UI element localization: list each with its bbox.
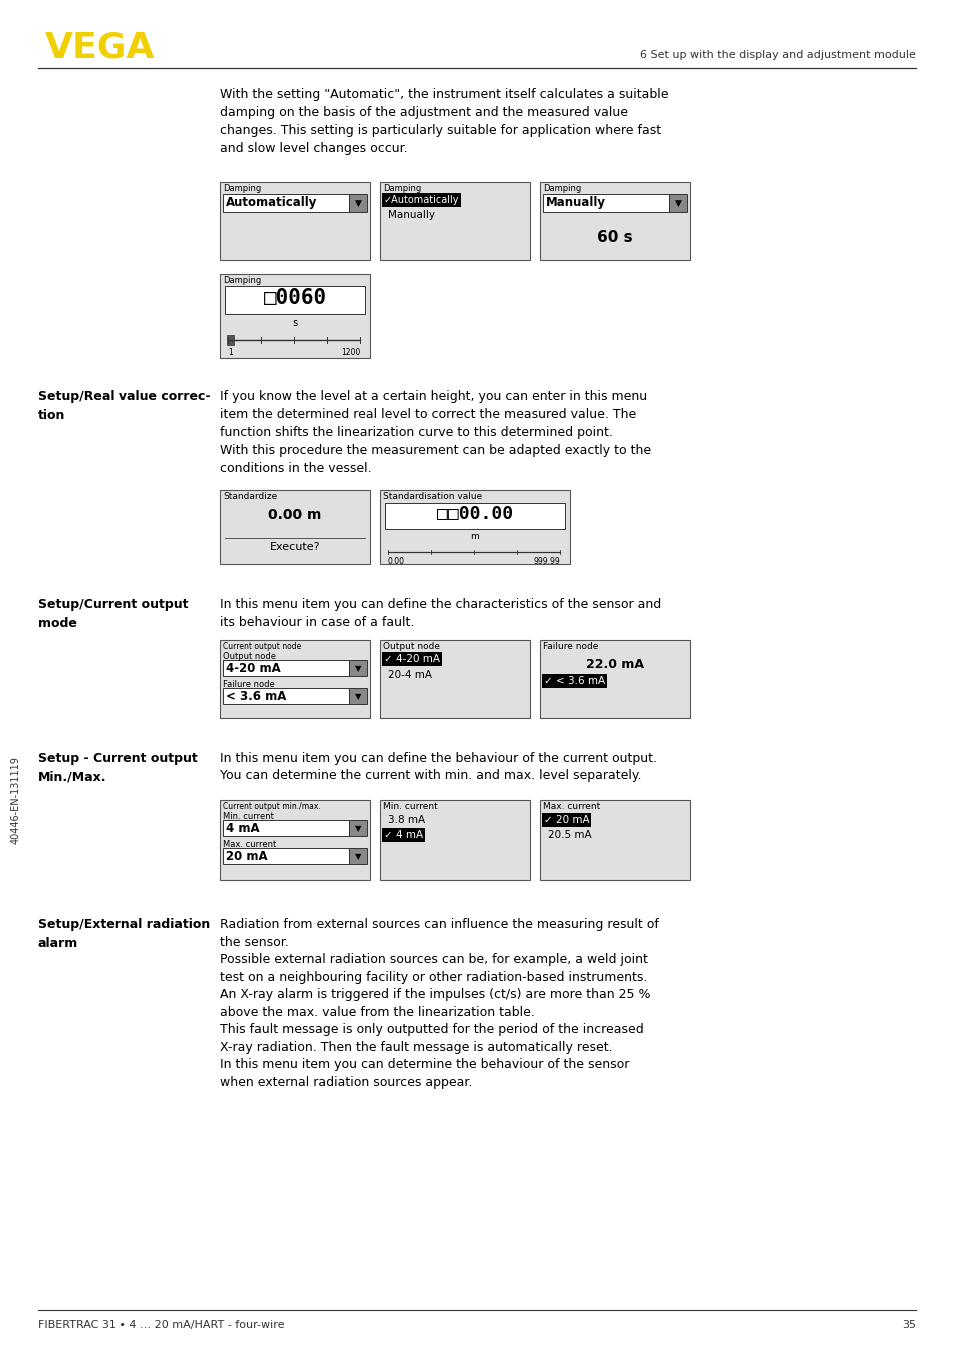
Bar — [223, 848, 349, 864]
Bar — [379, 181, 530, 260]
Text: ✓ 4-20 mA: ✓ 4-20 mA — [384, 654, 439, 663]
Text: ✓Automatically: ✓Automatically — [384, 195, 459, 204]
Bar — [668, 194, 686, 213]
Bar — [539, 640, 689, 718]
Bar — [539, 800, 689, 880]
Bar — [223, 821, 349, 835]
Bar — [223, 194, 349, 213]
Bar — [349, 848, 367, 864]
Bar — [220, 181, 370, 260]
Text: 1: 1 — [228, 348, 233, 357]
Text: Damping: Damping — [382, 184, 421, 194]
Text: 40446-EN-131119: 40446-EN-131119 — [11, 756, 21, 844]
Text: Damping: Damping — [223, 184, 261, 194]
Text: Failure node: Failure node — [542, 642, 598, 651]
Text: Max. current: Max. current — [542, 802, 599, 811]
Text: ▼: ▼ — [674, 199, 680, 209]
Text: In this menu item you can determine the behaviour of the sensor
when external ra: In this menu item you can determine the … — [220, 1057, 629, 1089]
Bar — [220, 640, 370, 718]
Text: 0.00: 0.00 — [388, 556, 405, 566]
Bar — [542, 194, 668, 213]
Text: FIBERTRAC 31 • 4 … 20 mA/HART - four-wire: FIBERTRAC 31 • 4 … 20 mA/HART - four-wir… — [38, 1320, 284, 1330]
Text: 20 mA: 20 mA — [226, 850, 268, 862]
Text: s: s — [293, 318, 297, 328]
Text: Possible external radiation sources can be, for example, a weld joint
test on a : Possible external radiation sources can … — [220, 953, 647, 984]
Text: ✓ < 3.6 mA: ✓ < 3.6 mA — [543, 676, 604, 686]
Text: Output node: Output node — [382, 642, 439, 651]
Text: < 3.6 mA: < 3.6 mA — [226, 691, 286, 703]
Text: Damping: Damping — [542, 184, 580, 194]
Text: With the setting "Automatic", the instrument itself calculates a suitable
dampin: With the setting "Automatic", the instru… — [220, 88, 668, 154]
Bar — [220, 274, 370, 357]
Text: 4 mA: 4 mA — [226, 822, 259, 835]
Text: ✓ 20 mA: ✓ 20 mA — [543, 815, 589, 825]
Text: ▼: ▼ — [355, 199, 361, 209]
Text: 4-20 mA: 4-20 mA — [226, 662, 280, 676]
Text: □□00.00: □□00.00 — [436, 505, 513, 523]
Bar — [349, 821, 367, 835]
Bar — [223, 688, 349, 704]
Text: Current output min./max.: Current output min./max. — [223, 802, 320, 811]
Text: Failure node: Failure node — [223, 680, 274, 689]
Text: 20-4 mA: 20-4 mA — [388, 670, 432, 680]
Bar — [220, 800, 370, 880]
Text: 20.5 mA: 20.5 mA — [547, 830, 591, 839]
Text: Standardisation value: Standardisation value — [382, 492, 482, 501]
Text: Radiation from external sources can influence the measuring result of
the sensor: Radiation from external sources can infl… — [220, 918, 659, 949]
Text: ▼: ▼ — [355, 692, 361, 701]
Text: 60 s: 60 s — [597, 230, 632, 245]
Text: Setup/External radiation
alarm: Setup/External radiation alarm — [38, 918, 210, 951]
Text: In this menu item you can define the behaviour of the current output.: In this menu item you can define the beh… — [220, 751, 657, 765]
Text: 35: 35 — [901, 1320, 915, 1330]
Text: Output node: Output node — [223, 653, 275, 661]
Text: Execute?: Execute? — [270, 542, 320, 552]
Text: An X-ray alarm is triggered if the impulses (ct/s) are more than 25 %
above the : An X-ray alarm is triggered if the impul… — [220, 988, 650, 1020]
Bar — [379, 490, 569, 565]
Text: Manually: Manually — [388, 210, 435, 219]
Text: 6 Set up with the display and adjustment module: 6 Set up with the display and adjustment… — [639, 50, 915, 60]
Bar — [223, 659, 349, 676]
Text: ✓ 4 mA: ✓ 4 mA — [384, 830, 423, 839]
Text: m: m — [470, 532, 478, 542]
Text: This fault message is only outputted for the period of the increased
X-ray radia: This fault message is only outputted for… — [220, 1024, 643, 1053]
Text: Automatically: Automatically — [226, 196, 317, 209]
Text: Min. current: Min. current — [223, 812, 274, 821]
Text: Current output node: Current output node — [223, 642, 301, 651]
Text: Setup/Current output
mode: Setup/Current output mode — [38, 598, 189, 630]
Bar — [379, 800, 530, 880]
Text: 0.00 m: 0.00 m — [268, 508, 321, 523]
Text: 3.8 mA: 3.8 mA — [388, 815, 425, 825]
Text: 22.0 mA: 22.0 mA — [585, 658, 643, 672]
Text: Standardize: Standardize — [223, 492, 277, 501]
Bar — [349, 659, 367, 676]
Text: Damping: Damping — [223, 276, 261, 284]
Text: 1200: 1200 — [340, 348, 359, 357]
Text: You can determine the current with min. and max. level separately.: You can determine the current with min. … — [220, 769, 640, 783]
Bar — [227, 334, 233, 345]
Text: Max. current: Max. current — [223, 839, 276, 849]
Bar — [220, 490, 370, 565]
Text: Setup - Current output
Min./Max.: Setup - Current output Min./Max. — [38, 751, 197, 784]
Text: Min. current: Min. current — [382, 802, 437, 811]
Text: Setup/Real value correc-
tion: Setup/Real value correc- tion — [38, 390, 211, 422]
Bar — [379, 640, 530, 718]
Text: In this menu item you can define the characteristics of the sensor and
its behav: In this menu item you can define the cha… — [220, 598, 660, 630]
Bar — [225, 286, 365, 314]
Text: If you know the level at a certain height, you can enter in this menu
item the d: If you know the level at a certain heigh… — [220, 390, 646, 439]
Bar — [349, 688, 367, 704]
Text: With this procedure the measurement can be adapted exactly to the
conditions in : With this procedure the measurement can … — [220, 444, 651, 475]
Text: 999.99: 999.99 — [533, 556, 559, 566]
Text: VEGA: VEGA — [45, 30, 155, 64]
Bar — [539, 181, 689, 260]
Text: □0060: □0060 — [263, 288, 326, 307]
Text: ▼: ▼ — [355, 825, 361, 833]
Text: Manually: Manually — [545, 196, 605, 209]
Text: ▼: ▼ — [355, 663, 361, 673]
Bar — [349, 194, 367, 213]
Text: ▼: ▼ — [355, 852, 361, 861]
Bar — [385, 502, 564, 529]
